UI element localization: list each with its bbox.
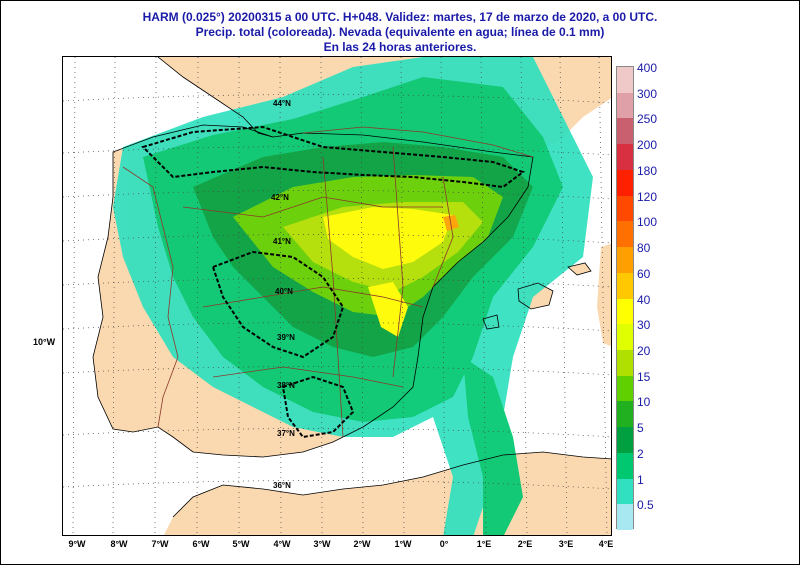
lon-label: 4°E [598,539,614,549]
graticule-layer [63,57,611,535]
region-border-1 [182,196,443,218]
legend-label: 1 [637,472,644,487]
region-border-2 [202,286,424,308]
lat-label-38n: 38°N [277,381,295,390]
lon-label: 1°E [476,539,492,549]
legend-swatch [617,401,633,428]
coastline-africa [172,451,611,518]
legend-swatch [617,478,633,505]
lon-label: 3°E [558,539,574,549]
title-line-2: Precip. total (coloreada). Nevada (equiv… [195,25,605,39]
legend-label: 300 [637,86,658,101]
lon-label: 2°W [353,539,371,549]
precipitation-layer [113,57,593,535]
region-border-6 [432,176,454,288]
lat-label-40n: 40°N [275,287,293,296]
legend-swatch [617,247,633,274]
side-longitude-label: 10°W [33,337,56,347]
lon-label: 3°W [313,539,331,549]
snow-contour-north [141,125,526,189]
legend-label: 2 [637,446,644,461]
legend-label: 40 [637,292,651,307]
legend-swatch [617,144,633,171]
precip-band-yellow [323,207,453,269]
region-border-5 [212,366,404,388]
land-sardinia [597,243,611,347]
coastline-menorca [567,262,592,276]
legend-swatch [617,504,633,531]
border-spain-portugal [122,166,179,428]
coastline-france [157,57,274,138]
legend-swatch [617,375,633,402]
lon-label: 8°W [110,539,128,549]
snow-contour-central [211,250,345,359]
lon-label: 9°W [68,539,86,549]
lat-label-37n: 37°N [277,429,295,438]
lon-label: 2°E [517,539,533,549]
lat-label-39n: 39°N [277,333,295,342]
legend-label: 5 [637,421,644,436]
lon-label: 7°W [151,539,169,549]
legend-label: 30 [637,318,651,333]
lon-label: 6°W [192,539,210,549]
legend-swatch [617,195,633,222]
precipitation-map: 44°N 42°N 41°N 40°N 39°N 38°N 37°N 36°N [62,56,612,536]
legend-swatch [617,92,633,119]
lat-label-36n: 36°N [273,481,291,490]
lon-label: 0° [439,539,449,549]
legend-swatch [617,349,633,377]
legend-label: 10 [637,395,651,410]
legend-swatch [617,67,633,94]
lon-label: 4°W [273,539,291,549]
map-canvas [63,57,611,535]
legend-label: 0.5 [637,498,654,513]
border-spain-france [302,126,534,158]
legend-label: 250 [637,112,658,127]
precip-streak-mediterranean [463,357,523,535]
coastline-ibiza [482,314,500,330]
land-africa [164,452,611,535]
legend-swatch [617,221,633,248]
lon-label: 1°W [394,539,412,549]
legend-swatch [617,169,633,197]
legend-swatch [617,272,633,299]
legend-swatch [617,427,633,454]
region-border-4 [392,146,404,378]
title-line-1: HARM (0.025°) 20200315 a 00 UTC. H+048. … [142,10,658,24]
snow-contour-south [281,375,355,439]
legend-label: 80 [637,241,651,256]
legend-label: 200 [637,138,658,153]
region-border-3 [322,156,344,438]
legend-swatch [617,298,633,325]
color-scale-legend [616,66,634,531]
lat-label-44n: 44°N [273,99,291,108]
legend-label: 120 [637,189,658,204]
legend-swatch [617,118,633,145]
legend-label: 15 [637,369,651,384]
legend-swatch [617,324,633,351]
legend-label: 20 [637,343,651,358]
legend-label: 60 [637,266,651,281]
snowfall-contour-layer [141,125,526,439]
legend-label: 400 [637,61,658,75]
lat-label-42n: 42°N [271,193,289,202]
legend-swatch [617,452,633,480]
legend-label: 180 [637,163,658,178]
lon-label: 5°W [232,539,250,549]
border-layer [122,126,534,438]
title-line-3: En las 24 horas anteriores. [323,40,477,54]
lat-label-41n: 41°N [273,237,291,246]
legend-label: 100 [637,215,658,230]
